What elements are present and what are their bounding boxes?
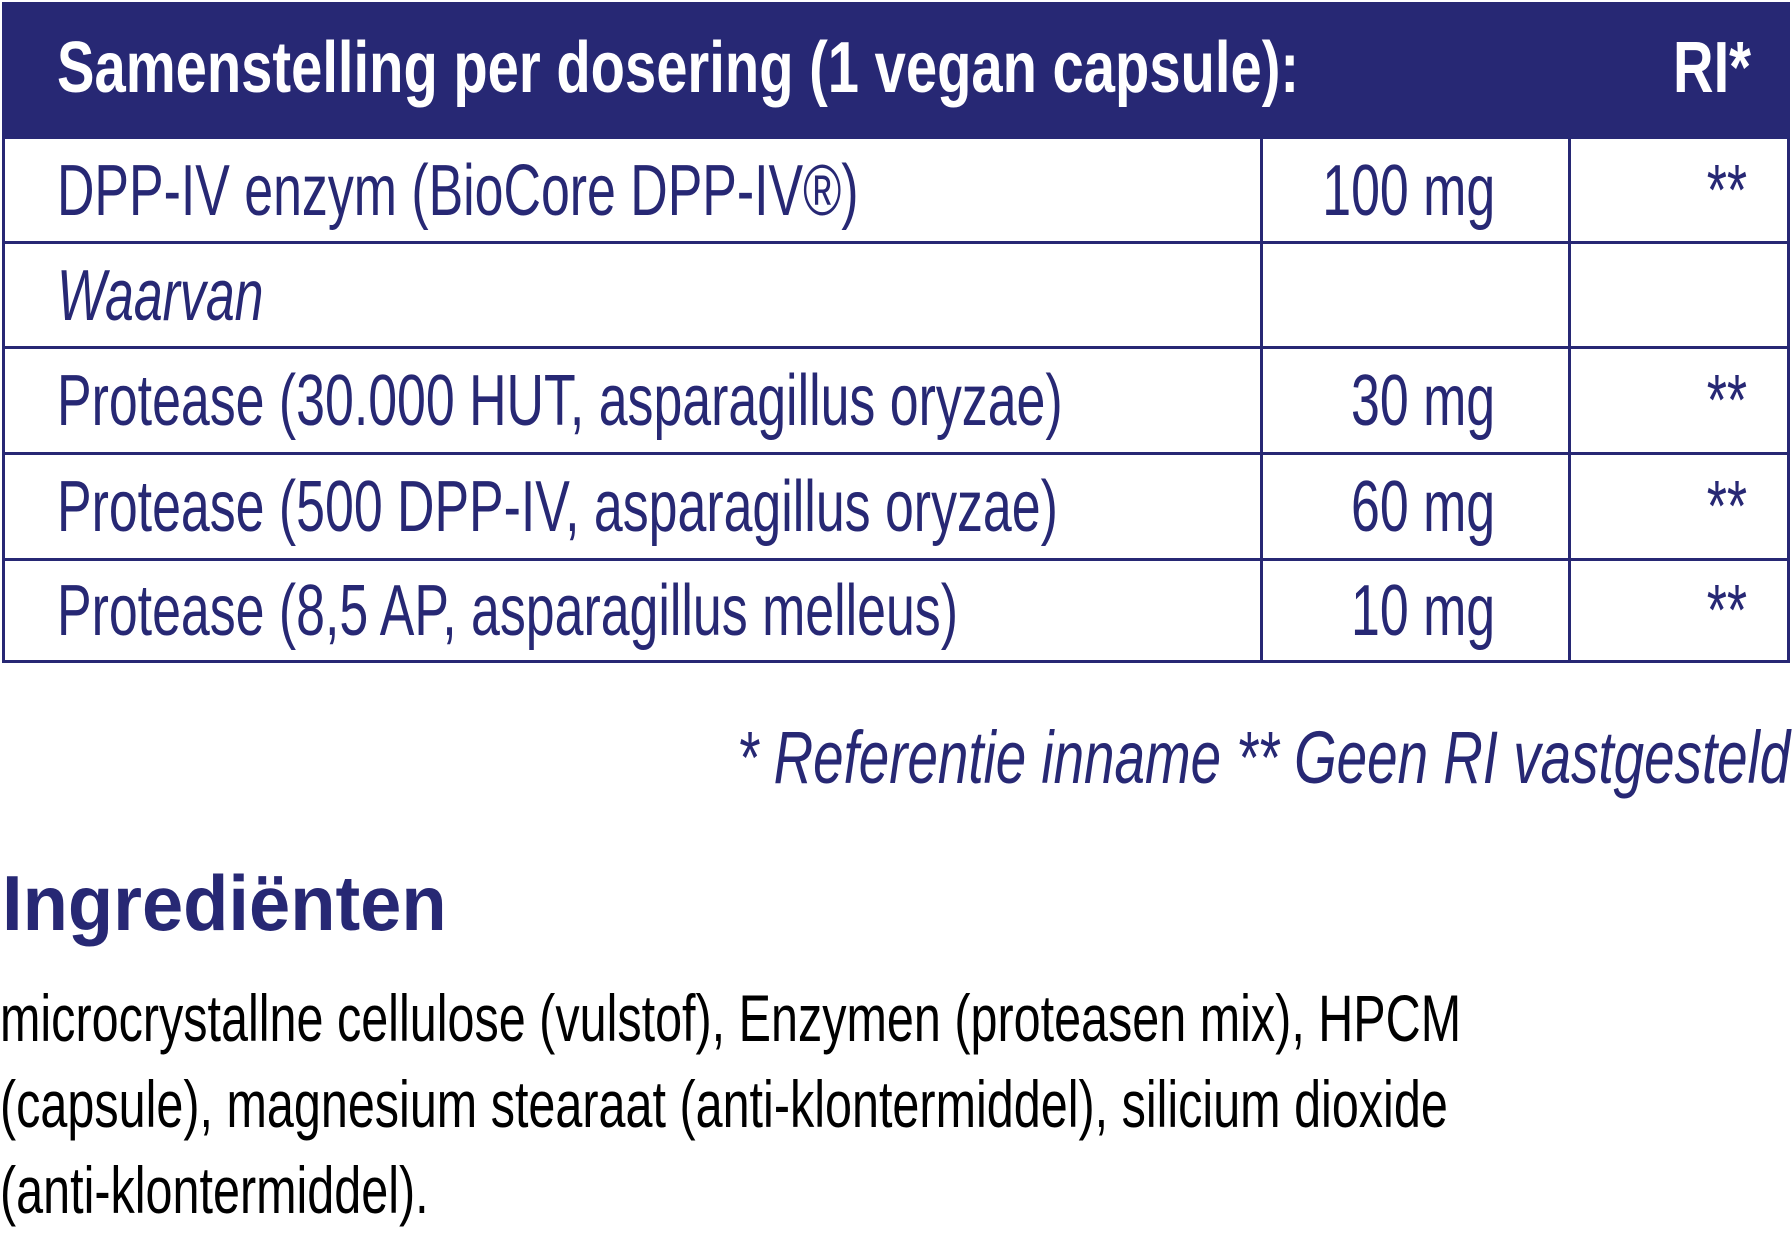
ingredient-ri: ** — [1706, 570, 1747, 651]
ingredients-heading: Ingrediënten — [2, 859, 447, 947]
ingredient-amount: 10 mg — [1350, 570, 1495, 651]
table-row: Waarvan — [5, 241, 1787, 347]
composition-table: Samenstelling per dosering (1 vegan caps… — [2, 2, 1790, 663]
ingredients-text: microcrystallne cellulose (vulstof), Enz… — [0, 975, 1792, 1233]
ingredient-name: Protease (30.000 HUT, asparagillus oryza… — [57, 360, 1063, 441]
ingredients-line: (capsule), magnesium stearaat (anti-klon… — [0, 1067, 1448, 1141]
table-row: DPP-IV enzym (BioCore DPP-IV®) 100 mg ** — [5, 136, 1787, 242]
ingredient-name: Waarvan — [57, 255, 264, 336]
table-header-title: Samenstelling per dosering (1 vegan caps… — [57, 28, 1300, 108]
footnote: * Referentie inname ** Geen RI vastgeste… — [736, 716, 1790, 799]
ingredient-amount: 30 mg — [1350, 360, 1495, 441]
ingredient-ri: ** — [1706, 360, 1747, 441]
ingredient-amount: 100 mg — [1322, 150, 1495, 231]
ingredient-ri: ** — [1706, 466, 1747, 547]
ingredients-line: (anti-klontermiddel). — [0, 1153, 429, 1227]
table-row: Protease (8,5 AP, asparagillus melleus) … — [5, 558, 1787, 660]
ingredient-amount: 60 mg — [1350, 466, 1495, 547]
ingredient-name: Protease (500 DPP-IV, asparagillus oryza… — [57, 466, 1058, 547]
table-row: Protease (500 DPP-IV, asparagillus oryza… — [5, 452, 1787, 558]
ingredient-ri: ** — [1706, 150, 1747, 231]
table-header: Samenstelling per dosering (1 vegan caps… — [5, 5, 1787, 136]
ingredient-name: Protease (8,5 AP, asparagillus melleus) — [57, 570, 958, 651]
table-header-ri: RI* — [1672, 28, 1751, 108]
ingredients-line: microcrystallne cellulose (vulstof), Enz… — [0, 981, 1462, 1055]
table-row: Protease (30.000 HUT, asparagillus oryza… — [5, 346, 1787, 452]
ingredient-name: DPP-IV enzym (BioCore DPP-IV®) — [57, 150, 859, 231]
